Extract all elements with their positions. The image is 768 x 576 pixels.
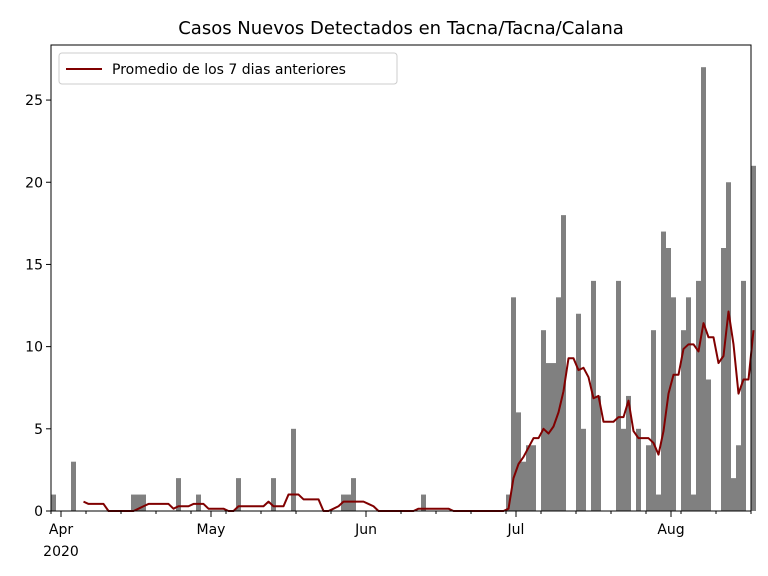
bar <box>741 280 746 511</box>
bar <box>556 297 561 511</box>
bar-series <box>51 67 756 511</box>
bar <box>71 461 76 511</box>
bar <box>516 412 521 511</box>
x-tick-label: Apr <box>49 522 73 538</box>
bar <box>196 494 201 511</box>
bar <box>581 428 586 511</box>
bar <box>271 478 276 511</box>
chart-title: Casos Nuevos Detectados en Tacna/Tacna/C… <box>178 18 624 39</box>
bar <box>136 494 141 511</box>
bar <box>626 395 631 511</box>
plot-frame <box>50 44 752 512</box>
legend-label: Promedio de los 7 dias anteriores <box>112 62 346 78</box>
bar <box>616 280 621 511</box>
bar <box>131 494 136 511</box>
bar <box>421 494 426 511</box>
bar <box>596 395 601 511</box>
moving-average-line <box>83 310 755 512</box>
bar <box>701 67 706 511</box>
bar <box>291 428 296 511</box>
bar <box>346 494 351 511</box>
bar <box>656 494 661 511</box>
bar <box>696 280 701 511</box>
x-tick-label: Jul <box>507 522 525 538</box>
bar <box>706 379 711 511</box>
legend: Promedio de los 7 dias anteriores <box>58 52 398 85</box>
bar <box>721 248 726 511</box>
bar <box>726 182 731 511</box>
y-axis: 0 5 10 15 20 25 <box>25 93 51 520</box>
y-tick-label: 15 <box>25 257 43 273</box>
bar <box>236 478 241 511</box>
y-tick-label: 5 <box>34 422 43 438</box>
y-tick-label: 25 <box>25 93 43 109</box>
bar <box>51 494 56 511</box>
y-tick-label: 0 <box>34 504 43 520</box>
bar <box>526 445 531 511</box>
bar <box>691 494 696 511</box>
legend-box <box>58 52 398 85</box>
x-tick-sublabel: 2020 <box>43 544 79 560</box>
x-tick-label: May <box>197 522 226 538</box>
bar <box>541 330 546 511</box>
bar <box>651 330 656 511</box>
bar <box>646 445 651 511</box>
bar <box>636 428 641 511</box>
bar <box>521 461 526 511</box>
bar <box>351 478 356 511</box>
bar <box>681 330 686 511</box>
bar <box>671 297 676 511</box>
bar <box>666 248 671 511</box>
bar <box>661 231 666 511</box>
y-tick-label: 20 <box>25 175 43 191</box>
bar <box>176 478 181 511</box>
bar <box>576 313 581 511</box>
x-tick-label: Jun <box>354 522 377 538</box>
bar <box>736 445 741 511</box>
x-tick-label: Aug <box>657 522 684 538</box>
bar <box>511 297 516 511</box>
bar <box>551 363 556 511</box>
x-axis: Apr 2020 May Jun Jul Aug <box>43 511 752 560</box>
bar <box>546 363 551 511</box>
bar <box>561 215 566 511</box>
bar <box>531 445 536 511</box>
bar <box>686 297 691 511</box>
bar <box>621 428 626 511</box>
bar <box>731 478 736 511</box>
bar <box>141 494 146 511</box>
y-tick-label: 10 <box>25 340 43 356</box>
